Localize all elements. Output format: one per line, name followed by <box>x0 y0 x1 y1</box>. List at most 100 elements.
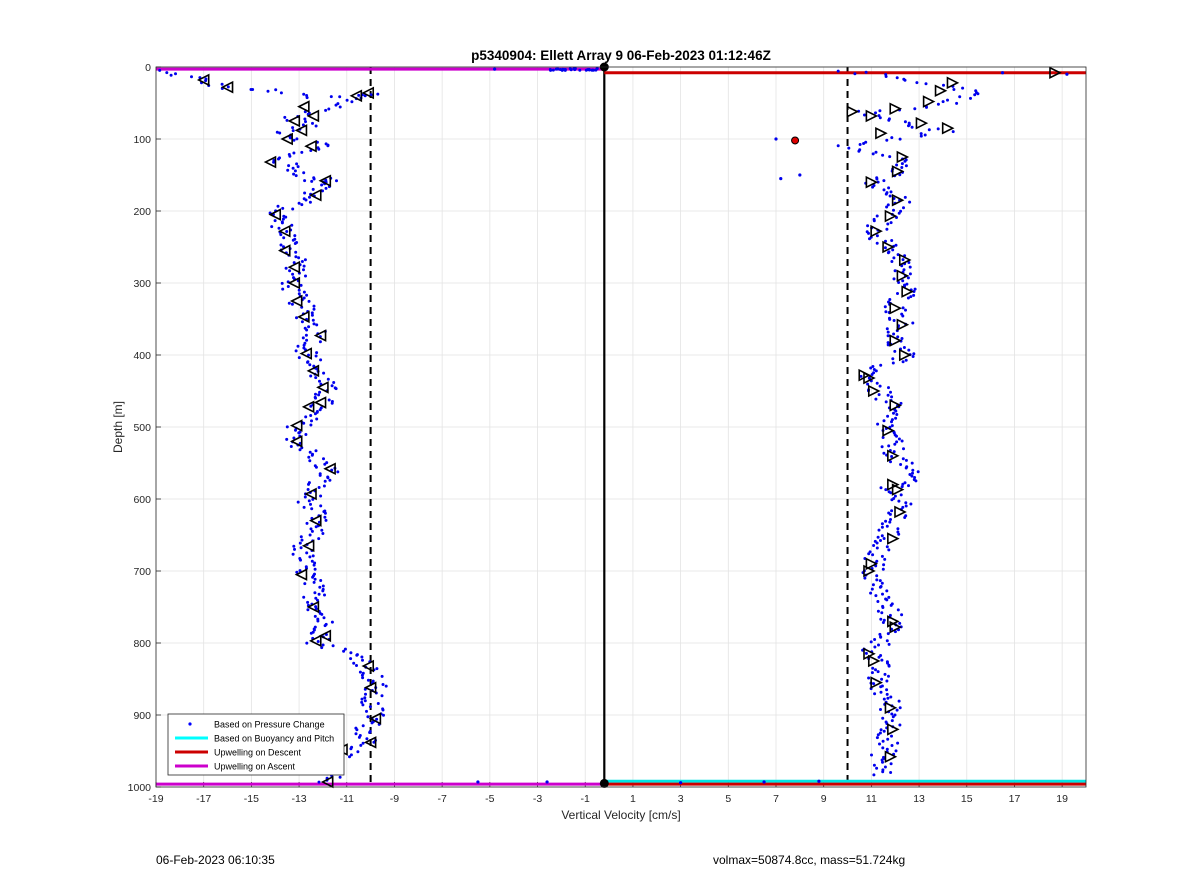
pressure-change-point <box>314 124 318 128</box>
descent-triangle-marker <box>867 654 881 668</box>
pressure-change-point <box>892 277 896 281</box>
pressure-change-point <box>278 131 282 135</box>
pressure-change-point <box>291 166 295 170</box>
pressure-change-point <box>283 115 287 119</box>
pressure-change-point <box>858 143 862 146</box>
pressure-change-point <box>284 215 288 219</box>
pressure-change-point <box>299 546 303 550</box>
pressure-change-point <box>887 548 891 552</box>
pressure-change-point <box>884 310 888 314</box>
pressure-change-point <box>882 451 886 455</box>
pressure-change-point <box>877 393 881 397</box>
pressure-change-point <box>881 621 885 624</box>
pressure-change-point <box>293 169 297 173</box>
pressure-change-point <box>897 532 901 536</box>
pressure-change-point <box>899 493 903 497</box>
pressure-change-point <box>885 138 889 142</box>
pressure-change-point <box>875 241 879 245</box>
pressure-change-point <box>279 233 283 237</box>
pressure-change-point <box>323 593 326 597</box>
pressure-change-point <box>890 744 894 747</box>
descent-triangle-marker <box>1049 66 1062 80</box>
descent-triangle-marker <box>889 399 903 412</box>
pressure-change-point <box>322 371 326 375</box>
pressure-change-point <box>898 723 902 727</box>
y-tick-label: 800 <box>133 638 151 650</box>
pressure-change-point <box>872 219 876 223</box>
pressure-change-point <box>903 159 907 163</box>
pressure-change-point <box>885 545 889 549</box>
pressure-change-point <box>302 296 306 300</box>
pressure-change-point <box>363 699 367 703</box>
pressure-change-point <box>863 576 867 580</box>
descent-triangle-marker <box>875 126 888 140</box>
pressure-change-point <box>292 544 296 548</box>
pressure-change-point <box>308 533 312 537</box>
pressure-change-point <box>330 620 334 624</box>
pressure-change-point <box>292 138 296 142</box>
pressure-change-point <box>867 676 871 680</box>
ascent-triangle-marker <box>323 462 336 476</box>
pressure-change-point <box>886 661 889 665</box>
pressure-change-point <box>914 479 918 483</box>
pressure-change-point <box>298 569 302 573</box>
pressure-change-point <box>862 142 866 145</box>
pressure-change-point <box>875 766 879 770</box>
pressure-change-point <box>912 293 916 297</box>
pressure-change-point <box>903 516 907 519</box>
pressure-change-point <box>287 164 291 168</box>
pressure-change-point <box>312 307 316 311</box>
pressure-change-point <box>890 395 894 399</box>
pressure-change-point <box>886 632 890 636</box>
pressure-change-point <box>310 453 314 457</box>
pressure-change-point <box>876 733 880 737</box>
y-tick-label: 300 <box>133 278 151 290</box>
pressure-change-point <box>881 716 885 720</box>
pressure-change-point <box>296 165 300 169</box>
pressure-change-point <box>866 224 870 228</box>
pressure-change-point <box>887 386 890 390</box>
pressure-change-point <box>871 152 875 156</box>
pressure-change-point <box>376 702 380 705</box>
pressure-change-point <box>584 68 588 72</box>
pressure-change-point <box>308 363 312 367</box>
pressure-change-point <box>901 279 905 283</box>
pressure-change-point <box>318 340 322 344</box>
pressure-change-point <box>307 353 310 357</box>
pressure-change-point <box>891 248 895 252</box>
pressure-change-point <box>887 118 891 122</box>
pressure-change-point <box>879 617 883 621</box>
pressure-change-point <box>878 579 882 583</box>
pressure-change-point <box>869 640 873 644</box>
pressure-change-point <box>251 88 255 91</box>
pressure-change-point <box>331 644 335 648</box>
pressure-change-point <box>319 358 323 362</box>
pressure-change-point <box>904 458 908 462</box>
x-tick-label: 3 <box>678 793 684 805</box>
pressure-change-point <box>882 419 886 423</box>
pressure-change-point <box>328 478 332 482</box>
pressure-change-point <box>305 96 309 100</box>
pressure-change-point <box>884 488 888 492</box>
pressure-change-point <box>891 715 895 719</box>
pressure-change-point <box>312 628 316 632</box>
pressure-change-point <box>310 559 314 563</box>
pressure-change-point <box>892 208 895 212</box>
pressure-change-point <box>322 457 325 461</box>
pressure-change-point <box>312 304 316 308</box>
pressure-change-point <box>909 295 913 299</box>
descent-triangle-marker <box>887 532 900 545</box>
pressure-change-point <box>870 671 874 675</box>
descent-triangle-marker <box>941 121 955 135</box>
pressure-change-point <box>900 166 904 169</box>
pressure-change-point <box>302 171 306 175</box>
legend-entry-label: Based on Pressure Change <box>214 720 325 730</box>
ascent-triangle-marker <box>363 736 377 749</box>
pressure-change-point <box>349 657 353 661</box>
pressure-change-point <box>276 204 280 208</box>
pressure-change-point <box>304 333 308 337</box>
pressure-change-point <box>890 239 894 242</box>
pressure-change-point <box>358 670 362 674</box>
pressure-change-point <box>908 473 912 476</box>
pressure-change-point <box>493 67 497 71</box>
